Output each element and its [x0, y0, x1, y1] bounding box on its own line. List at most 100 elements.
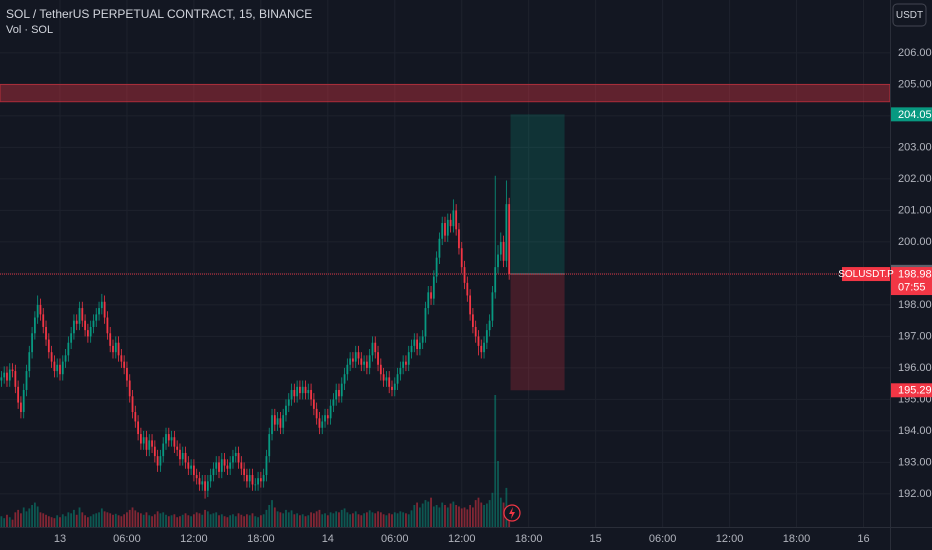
overlay [0, 83, 891, 391]
candle-body [92, 320, 95, 327]
volume-bar [379, 512, 382, 527]
volume-bar [421, 503, 424, 527]
y-tick-label: 200.00 [898, 236, 932, 248]
volume-bar [268, 505, 271, 527]
candle-body [315, 408, 318, 419]
volume-bar [114, 513, 117, 527]
symbol-label: SOLUSDT.P [838, 269, 894, 280]
currency-button[interactable] [892, 3, 927, 27]
volume-bar [137, 512, 140, 527]
volume-bar [195, 512, 198, 527]
y-tick-label: 203.00 [898, 141, 932, 153]
candle-body [354, 352, 357, 362]
volume-bar [190, 516, 193, 527]
volume-bar [145, 512, 148, 527]
volume-bar [86, 517, 89, 527]
volume-bar [84, 515, 86, 527]
candle-body [81, 308, 84, 321]
candle-body [70, 333, 73, 343]
candle-body [477, 336, 480, 346]
candle-body [407, 352, 410, 365]
candle-body [190, 465, 193, 469]
candle-body [220, 459, 223, 472]
candle-body [59, 364, 61, 375]
candle-body [209, 475, 212, 482]
candle-body [441, 223, 444, 239]
volume-bar [285, 509, 287, 527]
volume-bar [382, 514, 385, 527]
volume-bar [438, 507, 441, 527]
volume-bar [483, 505, 485, 527]
volume-bar [73, 509, 75, 527]
volume-bar [324, 513, 326, 527]
volume-bar [251, 513, 254, 527]
candle-body [25, 371, 28, 390]
candle-body [173, 437, 176, 447]
y-tick-label: 201.00 [898, 204, 932, 216]
volume-bar [212, 513, 215, 527]
countdown-icon[interactable] [503, 504, 521, 522]
volume-bar [449, 503, 452, 527]
volume-bar [220, 514, 223, 527]
x-tick-label: 06:00 [113, 533, 141, 545]
candle-body [223, 459, 226, 466]
x-tick-label: 15 [590, 533, 602, 545]
volume-bar [179, 516, 181, 527]
volume-bar [360, 515, 363, 527]
candle-body [6, 372, 8, 381]
candle-body [391, 386, 393, 390]
currency-label[interactable]: USDT [896, 10, 923, 21]
volume-bar [47, 516, 50, 527]
volume-bar [176, 517, 179, 527]
volume-bar [441, 502, 444, 527]
candle-body [396, 374, 399, 384]
volume-bar [223, 516, 226, 527]
volume-bar [471, 507, 474, 527]
candle-body [469, 295, 472, 315]
candle-body [466, 282, 469, 296]
volume-bar [402, 512, 405, 527]
candle-body [418, 342, 421, 350]
candle-body [301, 386, 304, 394]
volume-bar [418, 507, 421, 527]
volume-bar [265, 509, 268, 527]
volume-bar [81, 512, 84, 527]
candle-body [388, 377, 391, 387]
volume-bar [167, 516, 170, 527]
volume-bar [181, 514, 184, 527]
candle-body [53, 361, 56, 372]
candle-body [246, 475, 248, 482]
x-tick-label: 12:00 [716, 533, 744, 545]
volume-bar [159, 513, 162, 527]
volume-bar [75, 514, 78, 527]
candle-body [290, 389, 293, 400]
candles [0, 175, 511, 499]
candle-body [273, 415, 276, 425]
candle-body [335, 389, 338, 400]
candle-body [170, 437, 173, 441]
volume-bar [25, 511, 28, 527]
volume-bar [388, 513, 391, 527]
volume-bar [259, 515, 262, 527]
x-tick-label: 18:00 [515, 533, 543, 545]
candle-body [142, 437, 145, 444]
volume-bar [304, 516, 307, 527]
y-tick-label: 205.00 [898, 78, 932, 90]
volume-bar [427, 501, 430, 527]
volume-bar [254, 516, 257, 527]
volume-bar [131, 507, 134, 527]
candle-body [257, 478, 259, 485]
candle-body [463, 267, 466, 283]
candle-body [471, 314, 474, 327]
candle-body [187, 462, 190, 469]
volume-bar [70, 513, 73, 527]
volume-bar [494, 395, 497, 527]
volume-bar [488, 500, 491, 527]
volume-bar [67, 512, 70, 527]
last-price-label: 198.98 [898, 268, 932, 280]
volume-bar [109, 513, 112, 527]
candle-body [193, 465, 195, 476]
candle-body [424, 308, 427, 337]
volume-bar [335, 511, 338, 527]
candle-body [262, 475, 265, 482]
